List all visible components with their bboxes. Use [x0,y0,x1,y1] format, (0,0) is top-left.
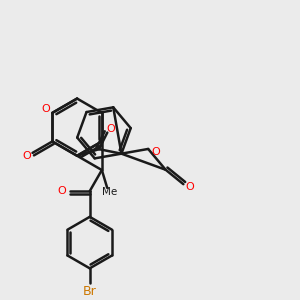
Text: O: O [22,152,31,161]
Text: O: O [106,124,115,134]
Text: Br: Br [83,285,97,298]
Text: O: O [151,147,160,157]
Text: O: O [185,182,194,192]
Text: O: O [57,186,66,196]
Text: Me: Me [102,187,117,197]
Text: O: O [42,104,50,114]
